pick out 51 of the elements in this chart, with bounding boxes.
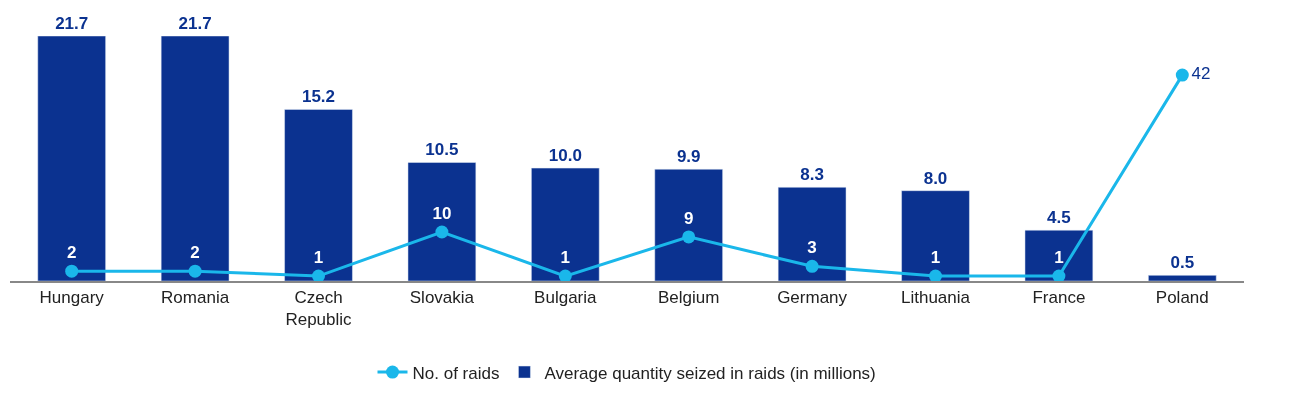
data-label: 0.5: [1170, 253, 1195, 273]
bar: [37, 36, 106, 281]
x-tick-label: Poland: [1155, 288, 1209, 308]
data-label: 42: [1191, 64, 1211, 84]
point: [435, 225, 449, 239]
data-label: 3: [807, 237, 817, 257]
data-label: 1: [930, 247, 941, 267]
x-tick-label: Belgium: [657, 288, 720, 308]
data-label: 1: [560, 247, 571, 267]
data-label: 8.3: [800, 165, 824, 185]
data-label: 9: [683, 208, 694, 228]
data-label: 15.2: [301, 87, 336, 107]
point: [682, 230, 696, 244]
data-label: 9.9: [676, 147, 701, 167]
bar: [407, 162, 477, 281]
legend-label: No. of raids: [412, 363, 500, 383]
bar: [531, 167, 600, 281]
x-tick-label: Hungary: [39, 288, 105, 308]
x-tick-label: Lithuania: [900, 288, 971, 308]
x-tick-label: Romania: [161, 288, 230, 308]
data-label: 2: [66, 242, 77, 262]
point: [188, 264, 202, 278]
bar: [654, 168, 723, 281]
point: [558, 269, 572, 283]
point: [1175, 68, 1189, 82]
x-tick-label: Bulgaria: [534, 288, 598, 308]
data-label: 1: [1054, 247, 1064, 267]
data-label: 1: [313, 247, 324, 267]
point: [929, 269, 942, 283]
bar: [160, 36, 230, 281]
data-label: 21.7: [178, 14, 212, 33]
data-label: 21.7: [55, 14, 89, 33]
bar: [284, 109, 353, 281]
x-tick-label: Slovakia: [409, 288, 475, 308]
point: [805, 259, 819, 273]
data-label: 4.5: [1047, 208, 1071, 228]
point: [1052, 269, 1066, 283]
bar: [1148, 275, 1217, 281]
x-tick-label: Germany: [777, 288, 848, 308]
point: [65, 264, 79, 278]
x-tick-label: Czech Republic: [285, 288, 353, 330]
data-label: 10.5: [425, 140, 459, 160]
data-label: 2: [190, 242, 200, 262]
data-label: 8.0: [923, 168, 948, 188]
x-tick-label: France: [1032, 288, 1086, 308]
legend-label: Average quantity seized in raids (in millions): [544, 363, 876, 383]
data-label: 10: [432, 203, 452, 223]
data-label: 10.0: [548, 146, 582, 166]
bar: [901, 190, 970, 281]
bar: [777, 187, 847, 281]
point: [312, 269, 325, 283]
